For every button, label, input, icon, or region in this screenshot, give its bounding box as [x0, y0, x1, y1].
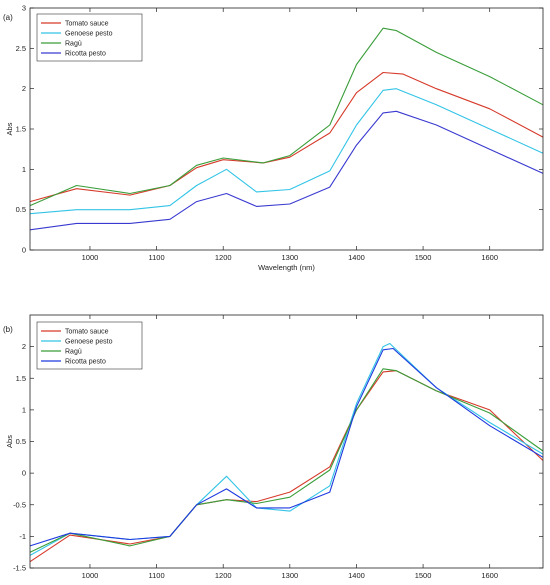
y-tick-label: 2	[22, 342, 26, 351]
series-line-2	[29, 342, 544, 556]
x-tick-label: 1000	[82, 253, 99, 262]
legend: Tomato sauce Genoese pesto Ragù Ricotta pes…	[36, 13, 143, 62]
series-line-3	[29, 27, 544, 207]
legend-label: Genoese pesto	[65, 31, 113, 38]
legend-label: Genoese pesto	[65, 339, 113, 346]
panel-a: 1000 1100 1200 1300 1400 1500 1600 0 0.5 1 1.5 2 2.5…	[3, 4, 544, 272]
y-tick-label: 0.5	[16, 437, 26, 446]
y-tick-label: 1	[22, 405, 26, 414]
x-tick-label: 1500	[415, 571, 432, 580]
legend-label: Ragù	[65, 41, 82, 48]
legend-label: Ricotta pesto	[65, 51, 106, 58]
x-tick-label: 1000	[82, 571, 99, 580]
panel-b: 1000 1100 1200 1300 1400 1500 1600 -1.5 -1 -0.5 0 0…	[3, 314, 544, 585]
x-tick-label: 1200	[215, 253, 232, 262]
y-tick-label: -0.5	[13, 500, 26, 509]
series-line-4	[29, 110, 544, 231]
series-line-3	[29, 368, 544, 553]
y-tick-label: 0	[22, 469, 26, 478]
x-tick-label: 1600	[481, 571, 498, 580]
y-tick-label: 2.5	[16, 44, 26, 53]
x-tick-label: 1200	[215, 571, 232, 580]
x-tick-label: 1100	[149, 253, 165, 262]
panel-label: (a)	[3, 13, 13, 22]
y-tick-label: 1.5	[16, 374, 26, 383]
panel-label: (b)	[3, 325, 13, 334]
legend-box	[36, 13, 143, 62]
series-group	[29, 342, 544, 563]
y-tick-label: -1	[19, 532, 26, 541]
legend-label: Ragù	[65, 349, 82, 356]
y-tick-label: 1	[22, 165, 26, 174]
y-axis-title: Abs	[5, 435, 14, 448]
y-tick-label: 3	[22, 4, 26, 13]
series-line-4	[29, 347, 544, 547]
y-tick-label: -1.5	[13, 564, 26, 573]
y-axis-title: Abs	[5, 122, 14, 135]
series-line-1	[29, 370, 544, 563]
y-tick-label: 1.5	[16, 125, 26, 134]
x-tick-label: 1600	[481, 253, 498, 262]
legend-label: Tomato sauce	[65, 21, 109, 28]
y-tick-label: 2	[22, 84, 26, 93]
series-line-2	[29, 88, 544, 215]
series-group	[29, 27, 544, 231]
x-tick-label: 1500	[415, 253, 432, 262]
x-tick-label: 1400	[348, 253, 365, 262]
x-tick-label: 1100	[149, 571, 165, 580]
x-tick-label: 1300	[281, 253, 298, 262]
legend-label: Tomato sauce	[65, 329, 109, 336]
legend: Tomato sauce Genoese pesto Ragù Ricotta pes…	[36, 321, 143, 370]
series-line-1	[29, 71, 544, 203]
legend-label: Ricotta pesto	[65, 359, 106, 366]
x-axis-title: Wavelength (nm)	[258, 263, 315, 272]
y-tick-label: 0	[22, 246, 26, 255]
x-tick-label: 1300	[281, 571, 298, 580]
y-tick-label: 0.5	[16, 205, 26, 214]
x-tick-label: 1400	[348, 571, 365, 580]
